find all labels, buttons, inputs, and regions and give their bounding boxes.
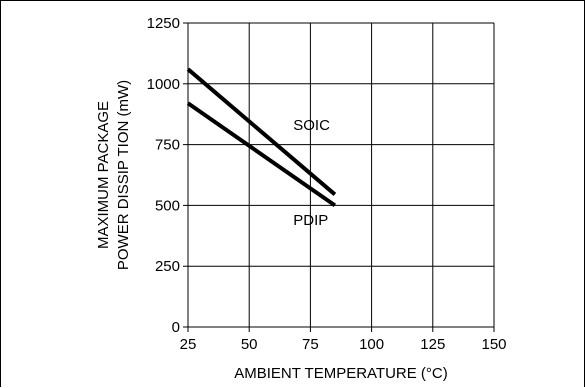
y-tick-label: 1000 (147, 76, 180, 93)
series-line-soic (186, 67, 337, 196)
x-tick-label: 150 (481, 336, 506, 353)
y-tick-label: 250 (155, 258, 180, 275)
x-tick-label: 50 (241, 336, 258, 353)
tick-labels: 25 50 75 100 125 150 0 250 500 750 1000 1250 (147, 15, 507, 353)
y-tick-label: 500 (155, 197, 180, 214)
y-tick-label: 750 (155, 137, 180, 154)
series-label-soic: SOIC (293, 117, 330, 134)
y-axis-label-line-2: POWER DISSIP TION (mW) (115, 80, 132, 270)
series-labels: SOIC PDIP (293, 117, 330, 229)
x-tick-label: 75 (302, 336, 319, 353)
y-tick-label: 0 (172, 319, 180, 336)
grid (183, 22, 495, 332)
x-tick-label: 25 (180, 336, 197, 353)
x-tick-label: 100 (359, 336, 384, 353)
series-line-pdip (186, 101, 337, 208)
x-tick-label: 125 (420, 336, 445, 353)
y-axis-label-line-1: MAXIMUM PACKAGE (95, 101, 112, 249)
series-lines (186, 67, 337, 208)
x-axis-label: AMBIENT TEMPERATURE (°C) (234, 365, 448, 382)
y-tick-label: 1250 (147, 15, 180, 32)
series-label-pdip: PDIP (293, 212, 328, 229)
